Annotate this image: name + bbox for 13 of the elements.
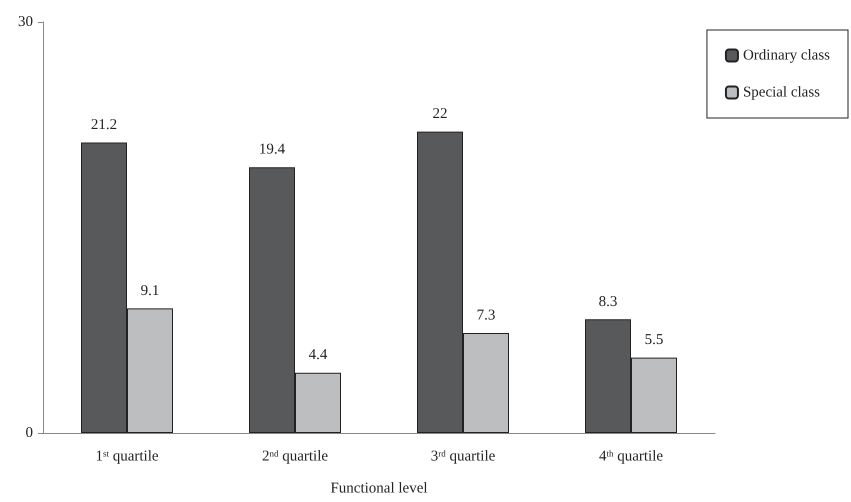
data-label: 5.5: [644, 332, 664, 348]
data-label: 9.1: [140, 282, 160, 299]
legend-label: Ordinary class: [742, 48, 830, 64]
legend-label: Special class: [742, 84, 820, 100]
data-label: 22: [432, 106, 448, 122]
data-label: 7.3: [476, 307, 496, 324]
data-label: 21.2: [90, 117, 118, 134]
x-axis-title: Functional level: [330, 480, 428, 496]
y-tick-label: 0: [26, 425, 33, 441]
data-label: 8.3: [598, 294, 618, 310]
data-label: 4.4: [308, 347, 328, 364]
y-tick-label: 30: [18, 14, 33, 30]
data-label: 19.4: [258, 142, 286, 158]
